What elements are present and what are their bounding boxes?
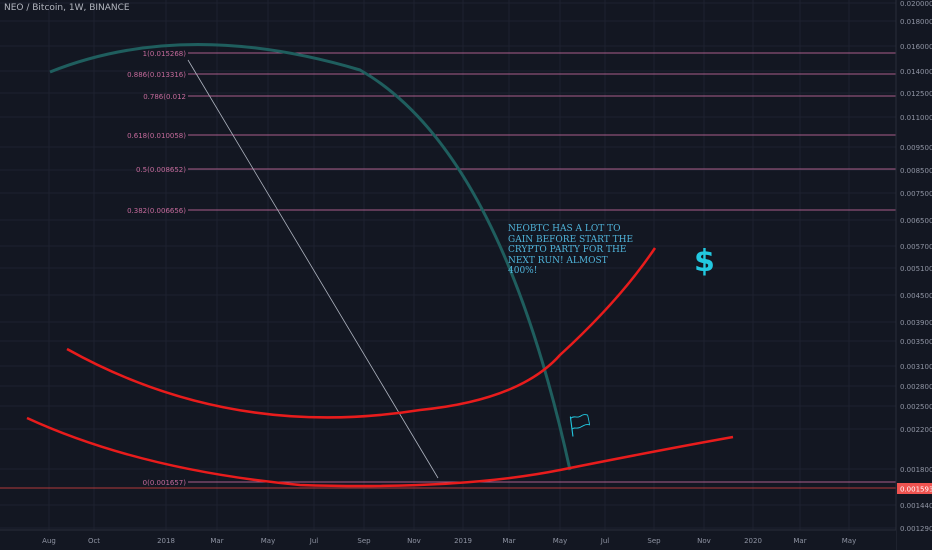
y-tick-label: 0.012500 [900,90,932,98]
trend-line [187,59,439,479]
y-tick-label: 0.006500 [900,217,932,225]
time-axis [0,530,896,550]
last-price-tag: 0.001593 [897,483,932,494]
y-tick-label: 0.003100 [900,363,932,371]
y-tick-label: 0.004500 [900,292,932,300]
analysis-note: NEOBTC HAS A LOT TO GAIN BEFORE START TH… [508,224,634,276]
dollar-sign-annotation: $ [694,244,715,279]
bowl-curve-lower [26,416,734,488]
y-tick-label: 0.008500 [900,167,932,175]
x-tick-label: Nov [697,537,711,545]
y-tick-label: 0.016000 [900,43,932,51]
x-tick-label: Nov [407,537,421,545]
y-tick-label: 0.005700 [900,243,932,251]
fib-level-label: 0.5(0.008652) [136,166,186,174]
y-tick-label: 0.009500 [900,144,932,152]
x-tick-label: May [842,537,856,545]
x-tick-label: Oct [88,537,100,545]
x-tick-label: 2020 [744,537,762,545]
y-tick-label: 0.014000 [900,68,932,76]
y-tick-label: 0.001800 [900,466,932,474]
arc-curve [49,43,572,471]
y-tick-label: 0.003900 [900,319,932,327]
price-axis [896,0,932,550]
last-price-tag-bg [897,483,932,494]
y-tick-label: 0.002200 [900,426,932,434]
x-tick-label: Jul [309,537,319,545]
y-tick-label: 0.018000 [900,18,932,26]
fib-level-label: 1(0.015268) [143,50,187,58]
x-tick-label: 2018 [157,537,175,545]
x-tick-label: Jul [600,537,610,545]
bowl-curve-upper [66,247,657,419]
fib-level-label: 0.382(0.006656) [127,207,186,215]
chart-header-title: NEO / Bitcoin, 1W, BINANCE [4,3,130,13]
x-tick-label: Mar [502,537,515,545]
x-tick-label: Mar [210,537,223,545]
y-tick-label: 0.020000 [900,0,932,8]
fib-retracement: 1(0.015268) 0.886(0.013316) 0.786(0.012 0.6… [127,50,896,487]
fib-level-label: 0.618(0.010058) [127,132,186,140]
plot-area [0,0,896,530]
y-tick-label: 0.007500 [900,190,932,198]
y-tick-label: 0.003500 [900,338,932,346]
last-price-label: 0.001593 [900,486,932,494]
fib-level-label: 0.886(0.013316) [127,71,186,79]
y-tick-label: 0.002500 [900,403,932,411]
y-tick-label: 0.002800 [900,383,932,391]
x-tick-label: Sep [357,537,371,545]
y-tick-label: 0.001440 [900,502,932,510]
x-tick-label: May [261,537,275,545]
y-tick-label: 0.011000 [900,114,932,122]
fib-level-label: 0(0.001657) [143,479,187,487]
x-tick-label: 2019 [454,537,472,545]
x-tick-label: May [553,537,567,545]
fib-level-label: 0.786(0.012 [143,93,186,101]
x-tick-label: Aug [42,537,56,545]
y-tick-label: 0.005100 [900,265,932,273]
y-tick-label: 0.001290 [900,525,932,533]
x-tick-label: Mar [793,537,806,545]
flag-icon: 🏳 [566,414,594,439]
support-curves [26,247,734,488]
x-tick-label: Sep [647,537,661,545]
